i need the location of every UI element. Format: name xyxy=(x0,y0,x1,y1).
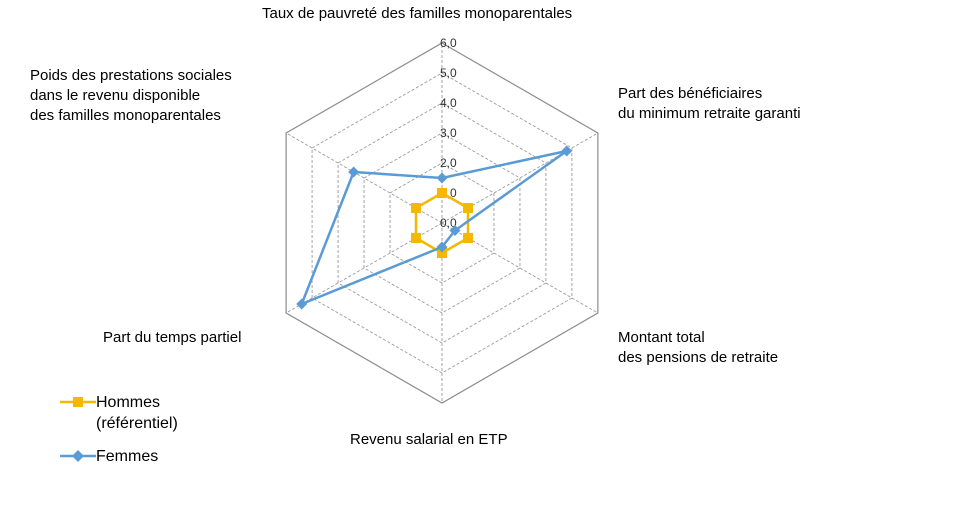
legend-swatch-hommes xyxy=(60,392,96,412)
grid-ring-6 xyxy=(285,42,599,404)
series-1-point-3 xyxy=(436,241,448,253)
legend-label-hommes: Hommes (référentiel) xyxy=(96,394,178,432)
legend-item-hommes: Hommes (référentiel) xyxy=(60,392,178,434)
tick-label-6: 6,0 xyxy=(440,36,457,50)
series-1-point-4 xyxy=(296,298,308,310)
legend: Hommes (référentiel) Femmes xyxy=(60,392,178,479)
axis-label-minimum-pension: Part des bénéficiaires du minimum retrai… xyxy=(618,85,801,122)
series-0-point-3 xyxy=(437,248,447,258)
tick-label-3: 3,0 xyxy=(440,126,457,140)
tick-label-5: 5,0 xyxy=(440,66,457,80)
legend-label-femmes: Femmes xyxy=(96,448,159,465)
axis-label-salary: Revenu salarial en ETP xyxy=(350,431,508,448)
axis-label-part-time: Part du temps partiel xyxy=(103,329,242,346)
series-layer xyxy=(296,145,573,310)
series-1-point-1 xyxy=(561,145,573,157)
axis-label-poverty: Taux de pauvreté des familles monoparent… xyxy=(262,5,573,22)
series-0-point-0 xyxy=(437,188,447,198)
tick-label-0: 0,0 xyxy=(440,216,457,230)
legend-item-femmes: Femmes xyxy=(60,446,178,467)
series-0-point-5 xyxy=(411,203,422,213)
tick-label-2: 2,0 xyxy=(440,156,457,170)
axis-label-pension-amount: Montant total des pensions de retraite xyxy=(618,329,779,366)
series-0-point-1 xyxy=(462,203,473,213)
series-1-point-0 xyxy=(436,172,448,184)
series-1-point-2 xyxy=(449,225,461,236)
series-0-point-4 xyxy=(411,233,422,243)
series-1-point-5 xyxy=(348,166,360,178)
axis-label-social-benefits: Poids des prestations sociales dans le r… xyxy=(30,67,232,124)
legend-swatch-femmes xyxy=(60,446,96,466)
tick-label-4: 4,0 xyxy=(440,96,457,110)
series-0-point-2 xyxy=(462,233,473,243)
